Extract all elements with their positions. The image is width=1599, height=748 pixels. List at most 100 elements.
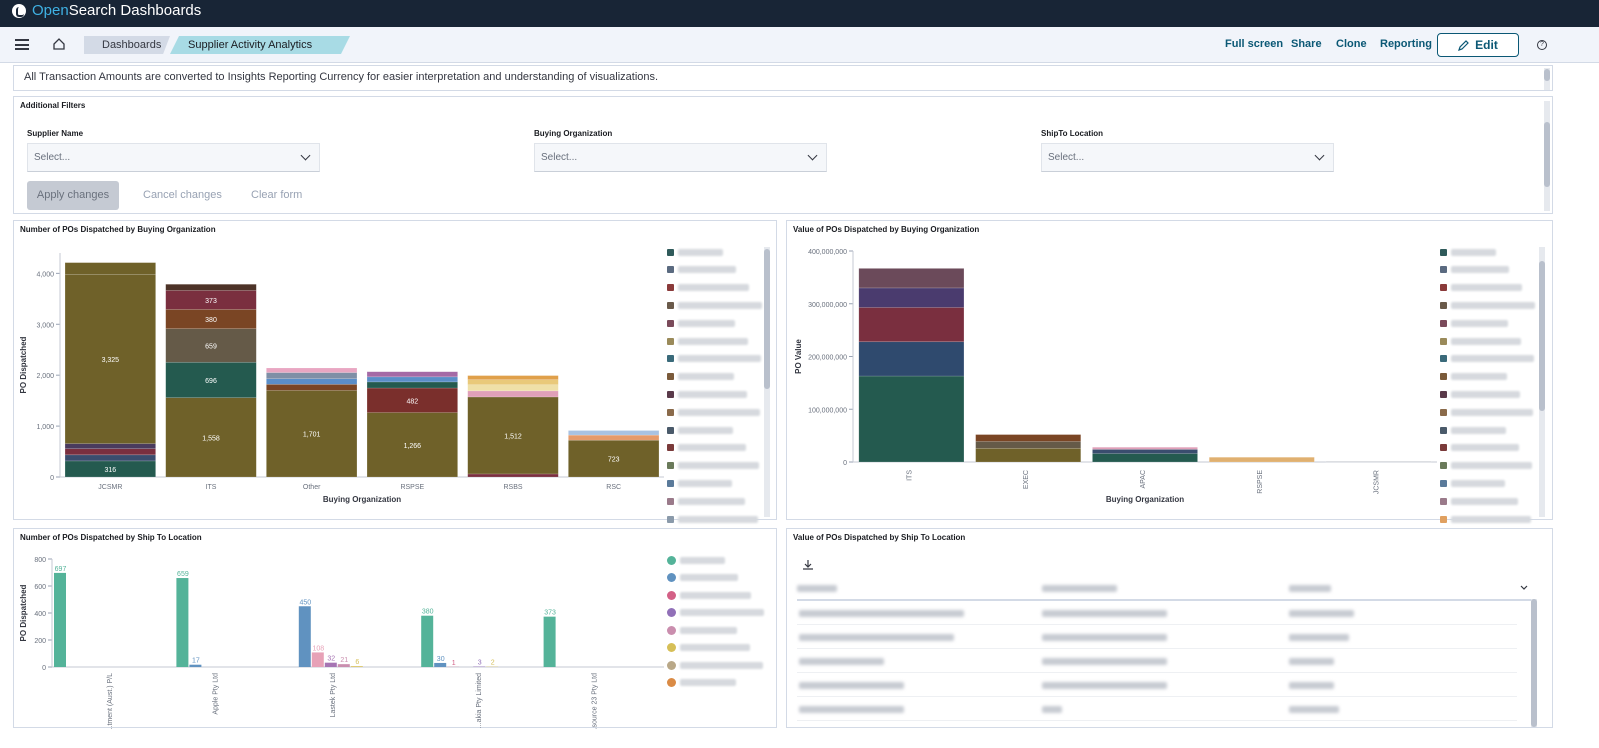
legend-item[interactable] [667,573,738,583]
legend-item[interactable] [667,608,764,618]
legend-item[interactable] [667,643,750,653]
edit-button[interactable]: Edit [1437,33,1519,57]
legend-item[interactable] [667,678,736,688]
legend-item[interactable] [1440,247,1496,257]
legend-item[interactable] [667,660,763,670]
x-tick-label: RSPSE [1257,470,1264,494]
buying-organization-label: Buying Organization [534,129,613,138]
bar-segment [1092,449,1198,454]
cancel-changes-button[interactable]: Cancel changes [143,189,222,201]
table-scrollbar-thumb[interactable] [1531,599,1537,727]
table-row[interactable] [797,697,1517,721]
legend-label [678,479,732,487]
supplier-name-placeholder: Select... [34,152,71,163]
legend-swatch [667,590,676,600]
legend-swatch [1440,462,1447,470]
legend-item[interactable] [1440,496,1518,506]
legend-item[interactable] [1440,389,1520,399]
legend-item[interactable] [1440,265,1509,275]
legend-item[interactable] [1440,514,1531,524]
legend-item[interactable] [1440,372,1507,382]
breadcrumb-dashboards-label: Dashboards [102,39,162,51]
shipto-location-select[interactable]: Select... [1041,143,1334,172]
table-row[interactable] [797,649,1517,673]
legend-item[interactable] [1440,318,1508,328]
legend-item[interactable] [667,247,723,257]
legend-item[interactable] [667,318,735,328]
legend-item[interactable] [667,590,751,600]
legend-item[interactable] [1440,443,1519,453]
opensearch-logo[interactable]: OpenSearch Dashboards [12,2,201,19]
filters-scrollbar-thumb[interactable] [1544,122,1550,187]
home-icon[interactable] [52,37,66,51]
legend-item[interactable] [1440,354,1534,364]
legend-item[interactable] [667,625,737,635]
apply-changes-button[interactable]: Apply changes [27,181,119,210]
menu-icon[interactable] [15,39,29,50]
legend-item[interactable] [1440,336,1521,346]
legend-item[interactable] [1440,478,1505,488]
notice-scrollbar-thumb[interactable] [1544,69,1550,81]
chevron-down-icon[interactable] [1519,583,1529,593]
bar-segment [266,390,358,478]
legend-item[interactable] [667,389,747,399]
legend-swatch [667,573,676,582]
full-screen-link[interactable]: Full screen [1225,38,1284,50]
legend-item[interactable] [667,283,749,293]
bar-segment [266,378,358,385]
y-axis-title: PO Value [794,339,803,374]
column-header[interactable] [797,585,837,592]
legend-item[interactable] [1440,407,1533,417]
legend-item[interactable] [1440,425,1506,435]
legend-item[interactable] [1440,461,1532,471]
help-icon[interactable]: ? [1537,40,1547,50]
buying-organization-select[interactable]: Select... [534,143,827,172]
column-header[interactable] [1042,585,1117,592]
breadcrumb-dashboards[interactable]: Dashboards [84,36,170,54]
legend-item[interactable] [667,443,746,453]
bar-data-label: 482 [406,398,418,405]
legend-item[interactable] [667,265,736,275]
bar-segment [366,376,458,383]
legend-label [1451,248,1496,256]
table-row[interactable] [797,625,1517,649]
x-tick-label: Lastek Pty Ltd [330,673,337,717]
legend-item[interactable] [667,425,733,435]
legend-item[interactable] [667,354,761,364]
bar-segment [165,397,257,478]
legend-item[interactable] [667,555,725,565]
reporting-link[interactable]: Reporting [1380,38,1432,50]
legend-scrollbar-thumb[interactable] [764,249,770,389]
legend-item[interactable] [667,496,745,506]
bar-segment [165,328,257,363]
bar [311,652,324,667]
legend-item[interactable] [667,407,760,417]
y-axis-title: PO Dispatched [19,336,28,393]
legend-item[interactable] [667,461,759,471]
column-header[interactable] [1289,585,1331,592]
legend-p3 [667,555,777,725]
table-row[interactable] [797,673,1517,697]
legend-item[interactable] [667,478,732,488]
supplier-name-select[interactable]: Select... [27,143,320,172]
bar-segment [975,434,1082,442]
legend-item[interactable] [667,336,748,346]
clear-form-button[interactable]: Clear form [251,189,303,201]
bar-data-label: 30 [437,656,445,663]
legend-item[interactable] [667,514,758,524]
chart-pos-count-by-org: 0 1,000 2,000 3,000 4,000 316 3,325 JCSMR 1,558 6… [19,253,664,504]
legend-label [678,462,759,470]
legend-item[interactable] [1440,283,1522,293]
legend-item[interactable] [667,372,734,382]
share-link[interactable]: Share [1291,38,1322,50]
legend-item[interactable] [667,300,762,310]
table-row[interactable] [797,601,1517,625]
legend-scrollbar-thumb[interactable] [1539,261,1545,411]
download-icon[interactable] [802,559,814,571]
legend-swatch [1440,408,1447,416]
legend-item[interactable] [1440,300,1535,310]
clone-link[interactable]: Clone [1336,38,1367,50]
table-header [797,575,1537,601]
x-tick-label: RSBS [503,484,522,491]
y-tick-label: 300,000,000 [808,302,847,309]
